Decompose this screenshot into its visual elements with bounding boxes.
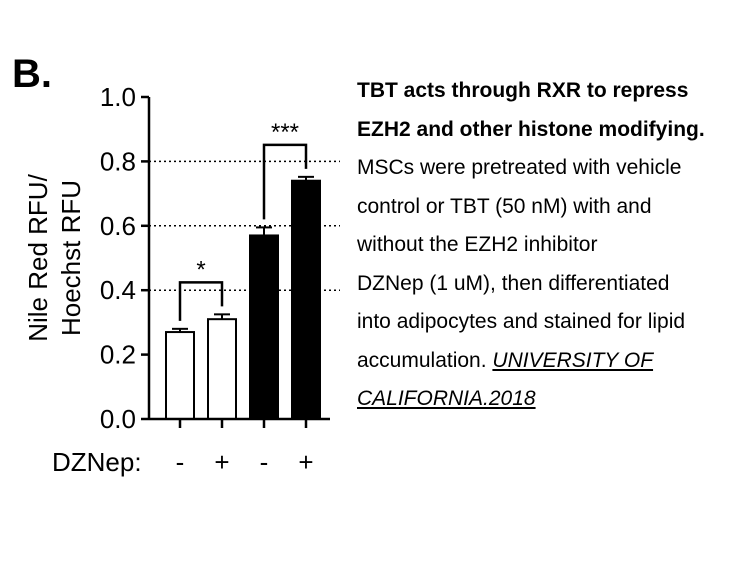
y-tick-label: 1.0 [100, 82, 136, 112]
x-row-label: DZNep: [52, 447, 142, 477]
caption-line-2: control or TBT (50 nM) with and [357, 194, 652, 218]
significance-label: * [196, 256, 205, 283]
significance-brackets: **** [178, 119, 308, 321]
bars [165, 175, 321, 420]
axes: 0.0 0.2 0.4 0.6 0.8 1.0 [100, 82, 330, 434]
x-category-label: + [298, 447, 313, 477]
bar [165, 331, 195, 420]
y-axis-label-line-1: Nile Red RFU/ [23, 173, 53, 341]
caption-line-5: into adipocytes and stained for lipid [357, 310, 686, 333]
y-tick-label: 0.2 [100, 340, 136, 370]
caption-line-4: DZNep (1 uM), then differentiated [357, 271, 670, 295]
source-link[interactable]: UNIVERSITY OF [492, 348, 654, 372]
y-tick-label: 0.0 [100, 404, 136, 434]
y-tick-label: 0.6 [100, 211, 136, 241]
x-category-label: + [214, 447, 229, 477]
y-axis-label-line-2: Hoechst RFU [56, 180, 86, 336]
caption-line-3: without the EZH2 inhibitor [357, 233, 598, 256]
caption-bold-line-2: EZH2 and other histone modifying. [357, 117, 705, 141]
bar [249, 234, 279, 420]
caption-source-line: CALIFORNIA.2018 [357, 380, 753, 419]
source-link-continued[interactable]: CALIFORNIA.2018 [357, 387, 536, 410]
bar [207, 318, 237, 420]
bar [291, 179, 321, 420]
caption-line-1: MSCs were pretreated with vehicle [357, 156, 682, 179]
x-category-label: - [260, 447, 269, 477]
x-category-label: - [176, 447, 185, 477]
caption-bold-line-1: TBT acts through RXR to repress [357, 79, 689, 102]
y-tick-label: 0.8 [100, 146, 136, 176]
y-axis-label: Nile Red RFU/Hoechst RFU [23, 173, 86, 341]
significance-label: *** [271, 119, 299, 146]
bar-chart: Nile Red RFU/Hoechst RFU 0.0 0.2 0.4 0.6 0.8… [23, 82, 340, 477]
figure-caption: TBT acts through RXR to repress EZH2 and… [357, 72, 753, 419]
y-tick-label: 0.4 [100, 275, 136, 305]
x-category-labels: DZNep: - + - + [52, 447, 314, 477]
significance-bracket [178, 281, 224, 321]
significance-bracket [262, 143, 308, 220]
caption-last-line: accumulation. UNIVERSITY OF [357, 342, 753, 381]
caption-last-line-text: accumulation. [357, 348, 493, 372]
panel-label: B. [12, 52, 52, 96]
